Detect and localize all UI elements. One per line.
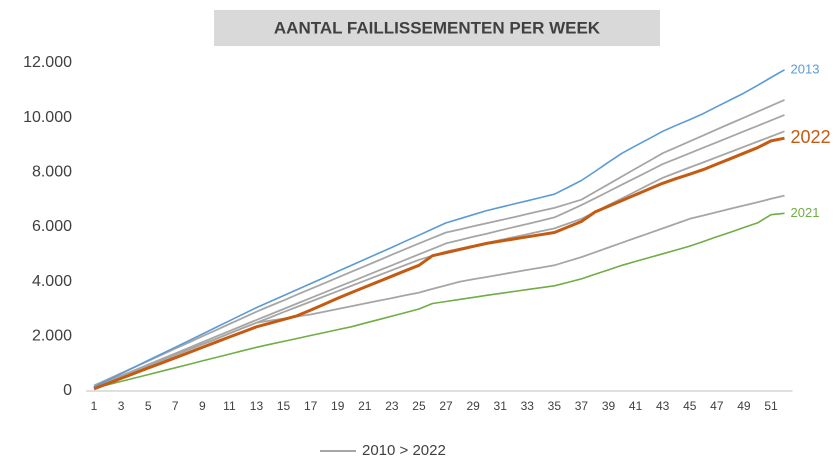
y-tick-label: 6.000 (32, 218, 72, 235)
y-tick-label: 8.000 (32, 164, 72, 181)
x-tick-label: 17 (304, 399, 318, 413)
x-tick-label: 25 (412, 399, 426, 413)
series-line (93, 69, 785, 388)
legend-label: 2010 > 2022 (362, 442, 446, 457)
x-tick-label: 45 (683, 399, 697, 413)
x-tick-label: 31 (494, 399, 508, 413)
x-tick-label: 7 (172, 399, 179, 413)
x-tick-label: 51 (764, 399, 778, 413)
x-tick-label: 41 (629, 399, 643, 413)
x-tick-label: 21 (358, 399, 372, 413)
series-label: 2022 (791, 127, 831, 147)
x-tick-label: 37 (575, 399, 589, 413)
x-tick-label: 1 (91, 399, 98, 413)
x-tick-label: 13 (250, 399, 264, 413)
y-tick-label: 4.000 (32, 273, 72, 290)
series-line (93, 212, 785, 390)
series-label: 2021 (791, 205, 820, 220)
y-tick-label: 10.000 (23, 109, 72, 126)
x-tick-label: 39 (602, 399, 616, 413)
y-tick-label: 2.000 (32, 328, 72, 345)
x-tick-label: 11 (223, 399, 236, 413)
x-tick-label: 19 (331, 399, 345, 413)
x-tick-label: 9 (199, 399, 206, 413)
series-line (93, 99, 785, 387)
chart-title: AANTAL FAILLISSEMENTEN PER WEEK (274, 18, 601, 37)
x-tick-label: 29 (466, 399, 480, 413)
x-tick-label: 35 (548, 399, 562, 413)
title-box (214, 10, 660, 46)
y-tick-label: 12.000 (23, 54, 72, 71)
series-line (93, 136, 785, 391)
x-tick-label: 23 (385, 399, 399, 413)
x-tick-label: 49 (737, 399, 751, 413)
x-tick-label: 3 (118, 399, 125, 413)
x-tick-label: 5 (145, 399, 152, 413)
series-line (93, 194, 785, 388)
x-tick-label: 43 (656, 399, 670, 413)
x-tick-label: 33 (521, 399, 535, 413)
x-tick-label: 15 (277, 399, 291, 413)
series-line (93, 114, 785, 388)
y-tick-label: 0 (63, 382, 72, 399)
x-tick-label: 47 (710, 399, 724, 413)
x-tick-label: 27 (439, 399, 453, 413)
series-label: 2013 (791, 61, 820, 76)
